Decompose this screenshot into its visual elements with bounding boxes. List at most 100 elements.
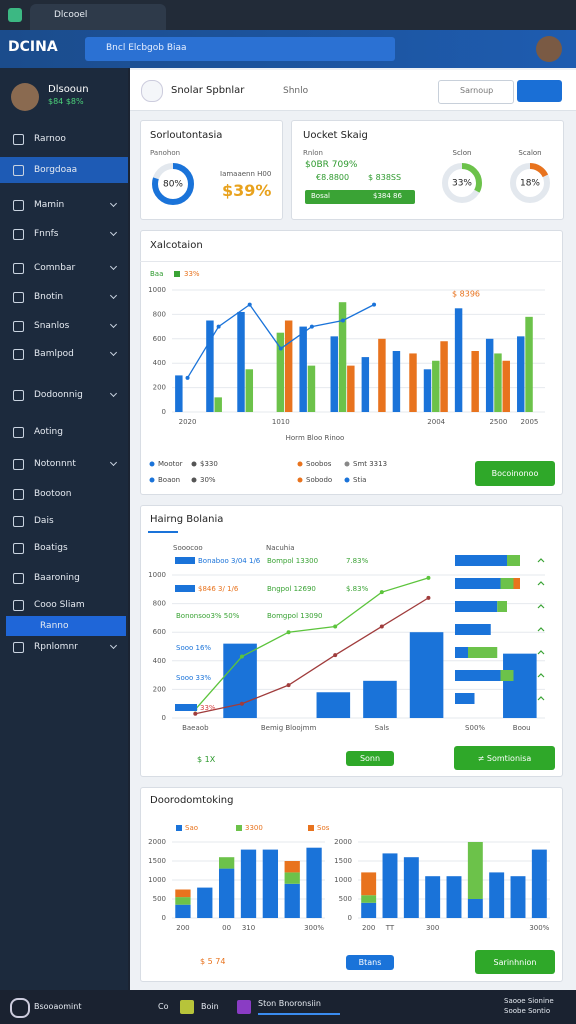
menu-item[interactable]: Cooo Sliam [0,592,128,618]
menu-item[interactable]: Ranno [6,616,126,636]
bar [378,338,386,412]
x-tick-label: 2004 [427,418,445,426]
hbar-segment [468,647,498,658]
menu-item[interactable]: Rpnlomnr [0,634,128,660]
menu-label: Dais [34,516,54,526]
menu-item[interactable]: Aoting [0,419,128,445]
bar-segment [284,883,300,918]
taskbar-app[interactable]: Ston Bnoronsiin [258,999,321,1008]
menu-item[interactable]: Fnnfs [0,221,128,247]
market-bar-value: $384 86 [373,192,402,200]
top-search[interactable] [438,80,514,104]
bar [245,369,254,412]
menu-item[interactable]: Notonnnt [0,451,128,477]
menu-button[interactable] [141,80,163,102]
taskbar-app[interactable]: Co [158,1002,169,1011]
top-search-button[interactable] [517,80,562,102]
menu-item[interactable]: Snanlos [0,313,128,339]
y-tick-label: 0 [348,914,352,922]
market-bar [305,190,415,204]
menu-item[interactable]: Mamin [0,192,128,218]
action-button[interactable]: ≠ Somtionisa [454,746,555,770]
logo: DCINA [8,39,58,55]
donut-label: 33% [452,179,472,189]
menu-item[interactable]: Bnotin [0,284,128,310]
menu-icon [13,515,24,527]
x-tick-label: Bemig Bloojmm [261,724,317,732]
row-text: $846 3/ 1/6 [198,585,239,593]
menu-item[interactable]: Bootoon [0,481,128,507]
y-tick-label: 0 [162,408,166,416]
x-tick-label: Boou [513,724,531,732]
card-title: Uocket Skaig [303,130,368,141]
bar-segment [403,857,419,918]
menu-icon [13,572,24,584]
menu-icon [13,426,24,438]
menu-item[interactable]: Baaroning [0,565,128,591]
hbar-segment [455,578,501,589]
taskbar-app[interactable]: Boin [201,1002,219,1011]
menu-item[interactable]: Bamlpod [0,341,128,367]
legend-dot [149,477,155,483]
search-bar[interactable] [85,37,395,61]
line-point [340,318,345,323]
y-tick-label: 400 [153,657,166,665]
x-tick-label: 300% [304,924,324,932]
y-tick-label: 1000 [148,286,166,294]
user-name: Dlsooun [48,84,89,95]
menu-item[interactable]: Dais [0,508,128,534]
card-title: Doorodomtoking [150,795,234,806]
bar [525,316,533,412]
line-point [286,683,291,688]
hbar-segment [500,670,514,681]
row-text: Bononsoo3% 50% [176,612,240,620]
action-button[interactable]: Sarinhnion [475,950,555,974]
legend-label: 3300 [245,824,263,832]
bar [316,692,351,718]
menu-icon [13,320,24,332]
menu-item[interactable]: Dodoonnig [0,382,128,408]
menu-label: Rpnlomnr [34,642,78,652]
x-tick-label: 200 [176,924,189,932]
action-button[interactable]: Sonn [346,751,394,766]
menu-icon [13,262,24,274]
line-point [309,324,314,329]
chart-card [140,505,563,777]
action-button[interactable]: Btans [346,955,394,970]
bar [502,360,510,412]
menu-label: Comnbar [34,263,76,273]
donut-name: Sclon [453,149,472,157]
menu-item[interactable]: Rarnoo [0,126,128,152]
line-point [333,653,338,658]
x-axis-label: Horm Bloo Rinoo [286,434,345,442]
avatar[interactable] [536,36,562,62]
bar [347,365,355,412]
tab-title: Dlcooel [54,10,88,20]
menu-icon [13,133,24,145]
menu-label: Aoting [34,427,63,437]
row-tag [175,585,195,592]
legend-dot [297,461,303,467]
row-text: 33% [200,704,216,712]
hbar-segment [455,647,468,658]
menu-item[interactable]: Boatigs [0,535,128,561]
bar-segment [175,904,191,918]
start-icon[interactable] [10,998,30,1018]
tab[interactable] [30,4,166,30]
menu-label: Borgdoaa [34,165,78,175]
y-tick-label: 500 [153,895,166,903]
menu-icon [13,458,24,470]
bar-segment [425,876,441,918]
bar [206,320,214,412]
stat-value: $39% [222,181,272,200]
action-button[interactable]: Bocoinonoo [475,461,555,486]
donut-name: Scalon [518,149,541,157]
divider [140,261,561,262]
menu-item[interactable]: Borgdoaa [0,157,128,183]
menu-label: Ranno [40,621,69,631]
title-underline [148,531,178,533]
breadcrumb: Shnlo [283,86,309,96]
menu-item[interactable]: Comnbar [0,255,128,281]
x-tick-label: S00% [465,724,485,732]
menu-icon [13,348,24,360]
